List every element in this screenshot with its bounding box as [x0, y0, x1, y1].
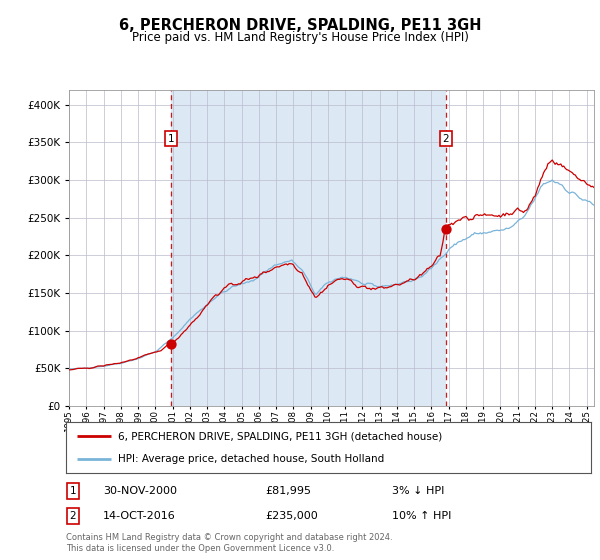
- Point: [166, 340, 176, 349]
- Text: 10% ↑ HPI: 10% ↑ HPI: [392, 511, 451, 521]
- Text: 1: 1: [168, 134, 175, 144]
- Bar: [171, 90, 445, 406]
- Text: 14-OCT-2016: 14-OCT-2016: [103, 511, 176, 521]
- Text: £81,995: £81,995: [265, 486, 311, 496]
- Text: 6, PERCHERON DRIVE, SPALDING, PE11 3GH: 6, PERCHERON DRIVE, SPALDING, PE11 3GH: [119, 18, 481, 33]
- Point: [441, 225, 451, 234]
- Text: 2: 2: [70, 511, 76, 521]
- Text: Contains HM Land Registry data © Crown copyright and database right 2024.
This d: Contains HM Land Registry data © Crown c…: [66, 533, 392, 553]
- Text: 30-NOV-2000: 30-NOV-2000: [103, 486, 177, 496]
- Text: 2: 2: [442, 134, 449, 144]
- Text: HPI: Average price, detached house, South Holland: HPI: Average price, detached house, Sout…: [119, 454, 385, 464]
- Text: 1: 1: [70, 486, 76, 496]
- Text: £235,000: £235,000: [265, 511, 318, 521]
- Text: Price paid vs. HM Land Registry's House Price Index (HPI): Price paid vs. HM Land Registry's House …: [131, 31, 469, 44]
- Text: 6, PERCHERON DRIVE, SPALDING, PE11 3GH (detached house): 6, PERCHERON DRIVE, SPALDING, PE11 3GH (…: [119, 431, 443, 441]
- Text: 3% ↓ HPI: 3% ↓ HPI: [392, 486, 444, 496]
